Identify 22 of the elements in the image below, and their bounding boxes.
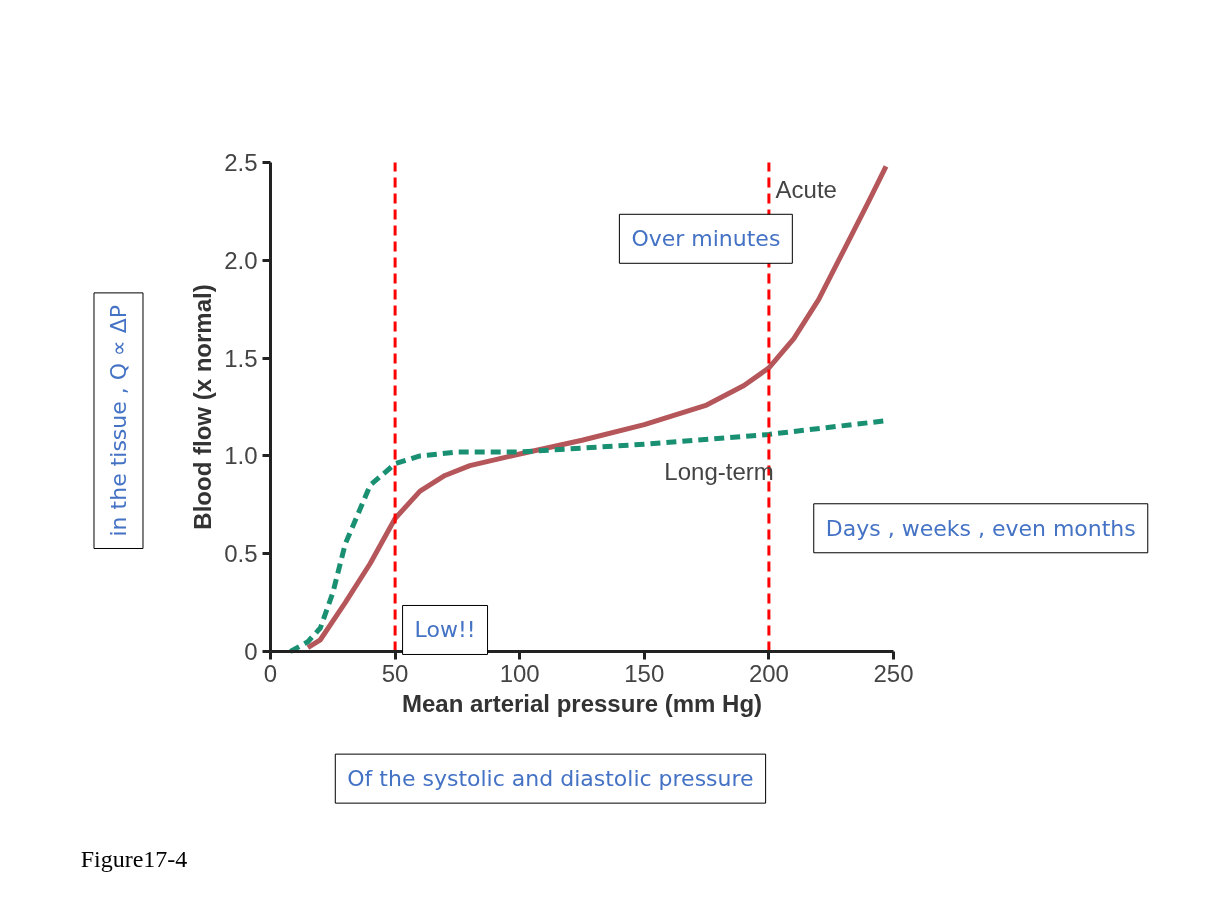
text: Of the systolic and diastolic pressure	[347, 766, 754, 792]
x-tick-label: 50	[381, 659, 409, 687]
x-tick-label: 150	[624, 659, 665, 687]
x-tick-label: 250	[873, 659, 914, 687]
caption: Figure17-4	[80, 845, 188, 872]
annotation: Days , weeks , even months	[825, 515, 1136, 541]
x-axis-title: Mean arterial pressure (mm Hg)	[401, 689, 763, 717]
x-tick-label: 100	[499, 659, 540, 687]
y-tick-label: 2.5	[224, 149, 258, 176]
y-tick-label: 2.0	[224, 246, 258, 274]
y-tick-label: 1.0	[224, 442, 258, 470]
y-tick-label: 1.5	[224, 344, 258, 372]
series-label: Long-term	[664, 458, 774, 486]
x-tick-label: 0	[263, 659, 278, 687]
annotation: Low!!	[414, 617, 476, 643]
x-tick-label: 200	[748, 659, 789, 687]
series-label: Acute	[775, 176, 837, 204]
y-tick-label: 0	[244, 638, 258, 665]
annotation: Over minutes	[631, 226, 781, 252]
y-tick-label: 0.5	[224, 540, 258, 568]
y-axis-title: Blood flow (x normal)	[189, 284, 217, 530]
text: in the tissue , Q ∝ ΔP	[105, 304, 131, 537]
